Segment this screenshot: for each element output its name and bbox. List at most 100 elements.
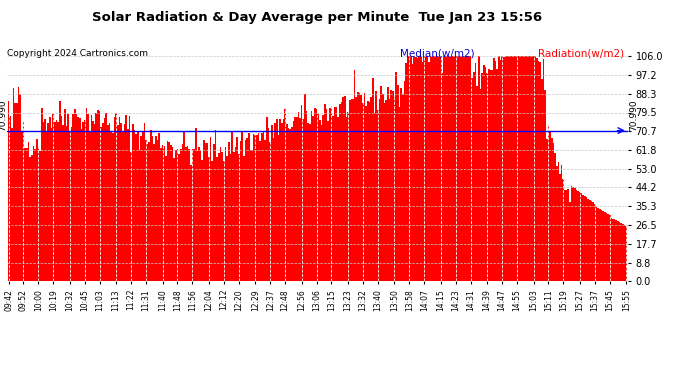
Bar xyxy=(269,142,271,281)
Bar xyxy=(457,56,458,281)
Bar xyxy=(302,120,304,281)
Bar xyxy=(197,151,198,281)
Bar xyxy=(51,128,52,281)
Bar xyxy=(264,140,266,281)
Bar xyxy=(114,117,115,281)
Bar xyxy=(23,122,24,281)
Bar xyxy=(496,69,498,281)
Bar xyxy=(393,97,395,281)
Bar xyxy=(366,106,367,281)
Bar xyxy=(279,119,281,281)
Bar xyxy=(612,219,614,281)
Bar xyxy=(66,126,68,281)
Bar xyxy=(235,147,236,281)
Bar xyxy=(261,133,263,281)
Bar xyxy=(399,107,400,281)
Bar xyxy=(600,210,602,281)
Text: Solar Radiation & Day Average per Minute  Tue Jan 23 15:56: Solar Radiation & Day Average per Minute… xyxy=(92,11,542,24)
Bar xyxy=(578,191,579,281)
Bar xyxy=(76,114,77,281)
Bar xyxy=(18,87,19,281)
Bar xyxy=(246,138,248,281)
Bar xyxy=(387,87,388,281)
Bar xyxy=(203,140,205,281)
Bar xyxy=(364,93,366,281)
Bar xyxy=(122,132,124,281)
Bar xyxy=(137,132,139,281)
Bar xyxy=(341,102,342,281)
Bar xyxy=(354,70,355,281)
Bar xyxy=(397,85,399,281)
Bar xyxy=(410,56,412,281)
Bar xyxy=(110,132,112,281)
Bar xyxy=(206,143,208,281)
Bar xyxy=(175,150,177,281)
Bar xyxy=(384,103,385,281)
Bar xyxy=(256,135,258,281)
Bar xyxy=(297,112,299,281)
Bar xyxy=(221,152,223,281)
Bar xyxy=(210,137,211,281)
Bar xyxy=(29,158,31,281)
Bar xyxy=(614,219,615,281)
Bar xyxy=(511,56,513,281)
Bar xyxy=(126,115,127,281)
Bar xyxy=(337,117,339,281)
Bar xyxy=(198,147,200,281)
Bar xyxy=(529,56,531,281)
Bar xyxy=(424,56,425,281)
Bar xyxy=(317,114,319,281)
Bar xyxy=(310,111,313,281)
Bar xyxy=(445,56,446,281)
Bar xyxy=(591,201,592,281)
Bar xyxy=(155,135,157,281)
Bar xyxy=(379,99,380,281)
Bar xyxy=(375,90,377,281)
Bar xyxy=(219,147,221,281)
Bar xyxy=(493,57,495,281)
Bar xyxy=(482,73,483,281)
Bar xyxy=(239,141,241,281)
Bar xyxy=(598,208,599,281)
Bar xyxy=(181,144,184,281)
Bar xyxy=(518,56,520,281)
Bar xyxy=(388,99,391,281)
Bar xyxy=(31,155,32,281)
Bar xyxy=(127,129,128,281)
Bar xyxy=(188,149,190,281)
Bar xyxy=(48,123,49,281)
Bar xyxy=(415,57,417,281)
Bar xyxy=(448,56,450,281)
Bar xyxy=(193,149,195,281)
Bar xyxy=(223,160,225,281)
Bar xyxy=(498,56,500,281)
Bar xyxy=(508,56,509,281)
Bar xyxy=(377,110,379,281)
Bar xyxy=(360,95,362,281)
Bar xyxy=(173,158,175,281)
Bar xyxy=(192,149,193,281)
Bar xyxy=(258,133,259,281)
Bar xyxy=(263,132,264,281)
Bar xyxy=(599,209,600,281)
Bar xyxy=(250,150,251,281)
Bar xyxy=(106,112,107,281)
Bar xyxy=(168,142,170,281)
Bar xyxy=(184,132,185,281)
Bar xyxy=(107,125,109,281)
Bar xyxy=(34,149,36,281)
Bar xyxy=(374,113,375,281)
Bar xyxy=(609,216,611,281)
Bar xyxy=(339,104,341,281)
Bar xyxy=(524,56,526,281)
Bar xyxy=(462,56,463,281)
Bar xyxy=(549,132,551,281)
Bar xyxy=(170,145,172,281)
Bar xyxy=(604,212,606,281)
Bar xyxy=(32,146,34,281)
Bar xyxy=(286,124,288,281)
Bar xyxy=(417,58,418,281)
Bar xyxy=(147,144,148,281)
Bar xyxy=(574,188,575,281)
Bar xyxy=(144,123,145,281)
